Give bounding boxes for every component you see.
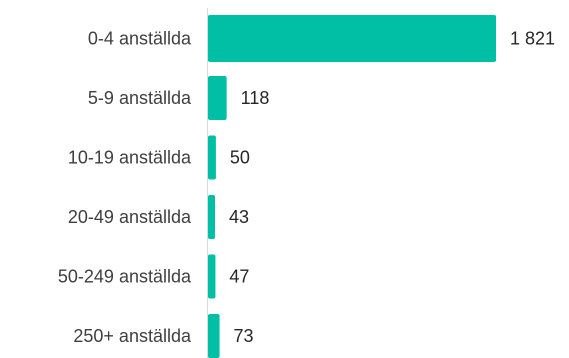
value-label: 118 — [241, 88, 270, 108]
value-label: 50 — [230, 148, 250, 168]
category-label: 20-49 anställda — [68, 207, 192, 227]
category-label: 10-19 anställda — [68, 148, 192, 168]
value-labels-group: 1 821 118 50 43 47 73 — [229, 29, 555, 347]
category-labels-group: 0-4 anställda 5-9 anställda 10-19 anställd… — [58, 29, 192, 347]
bar — [208, 314, 220, 358]
category-label: 5-9 anställda — [88, 88, 192, 108]
value-label: 1 821 — [510, 29, 555, 49]
bars-group — [208, 15, 496, 358]
value-label: 47 — [229, 267, 249, 287]
bar — [208, 254, 216, 299]
bar — [208, 195, 215, 239]
category-label: 250+ anställda — [73, 326, 192, 346]
value-label: 43 — [229, 207, 249, 227]
value-label: 73 — [234, 326, 254, 346]
bar — [208, 15, 496, 62]
category-label: 50-249 anställda — [58, 267, 192, 287]
bar — [208, 135, 216, 180]
bar — [208, 76, 227, 120]
category-label: 0-4 anställda — [88, 29, 192, 49]
